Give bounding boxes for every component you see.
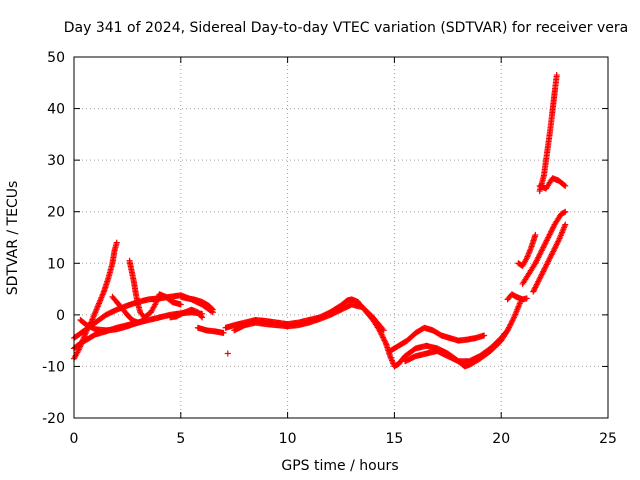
data-series bbox=[402, 327, 511, 365]
data-series bbox=[519, 208, 569, 287]
data-point bbox=[209, 306, 216, 313]
chart-title: Day 341 of 2024, Sidereal Day-to-day VTE… bbox=[64, 20, 628, 36]
y-tick-label: 10 bbox=[47, 256, 65, 272]
data-series bbox=[515, 231, 539, 269]
data-series bbox=[71, 309, 206, 352]
data-point bbox=[523, 295, 530, 302]
y-tick-label: 0 bbox=[56, 308, 65, 324]
data-point bbox=[553, 72, 560, 79]
data-series bbox=[109, 293, 142, 326]
data-point bbox=[562, 208, 569, 215]
data-point bbox=[379, 326, 386, 333]
data-point bbox=[562, 221, 569, 228]
data-point bbox=[503, 328, 510, 335]
y-tick-label: -20 bbox=[42, 411, 65, 427]
data-point bbox=[562, 182, 569, 189]
x-tick-label: 15 bbox=[385, 431, 403, 447]
y-tick-label: 50 bbox=[47, 50, 65, 66]
data-point bbox=[481, 332, 488, 339]
x-tick-label: 20 bbox=[492, 431, 510, 447]
axis-ticks: 0 5 10 15 20 25 -20 -10 0 10 20 30 40 50 bbox=[42, 50, 617, 447]
data-series bbox=[231, 301, 387, 334]
data-point bbox=[224, 350, 231, 357]
data-series bbox=[194, 324, 227, 336]
data-points bbox=[71, 72, 569, 370]
data-point bbox=[561, 209, 568, 216]
data-series bbox=[224, 350, 231, 357]
x-tick-label: 25 bbox=[599, 431, 617, 447]
data-point bbox=[532, 231, 539, 238]
data-point bbox=[135, 319, 142, 326]
plot-frame bbox=[73, 56, 609, 419]
data-point bbox=[198, 313, 205, 320]
y-tick-label: 40 bbox=[47, 102, 65, 118]
x-tick-label: 5 bbox=[176, 431, 185, 447]
data-point bbox=[208, 305, 215, 312]
grid bbox=[74, 57, 608, 418]
y-tick-label: -10 bbox=[42, 359, 65, 375]
data-series bbox=[536, 72, 560, 195]
data-point bbox=[220, 329, 227, 336]
data-series bbox=[126, 257, 184, 321]
data-series bbox=[77, 317, 148, 334]
x-tick-label: 0 bbox=[70, 431, 79, 447]
y-axis-label: SDTVAR / TECUs bbox=[5, 181, 21, 296]
y-tick-label: 30 bbox=[47, 153, 65, 169]
data-point bbox=[504, 327, 511, 334]
data-point bbox=[113, 239, 120, 246]
x-tick-label: 10 bbox=[279, 431, 297, 447]
data-series bbox=[167, 306, 206, 321]
y-tick-label: 20 bbox=[47, 205, 65, 221]
data-point bbox=[177, 301, 184, 308]
data-point bbox=[380, 327, 387, 334]
data-series bbox=[387, 324, 488, 354]
data-series bbox=[504, 291, 530, 303]
x-axis-label: GPS time / hours bbox=[281, 458, 398, 474]
data-series bbox=[177, 293, 216, 313]
data-point bbox=[199, 314, 206, 321]
data-point bbox=[561, 182, 568, 189]
data-series bbox=[536, 175, 569, 192]
data-series bbox=[530, 221, 569, 295]
